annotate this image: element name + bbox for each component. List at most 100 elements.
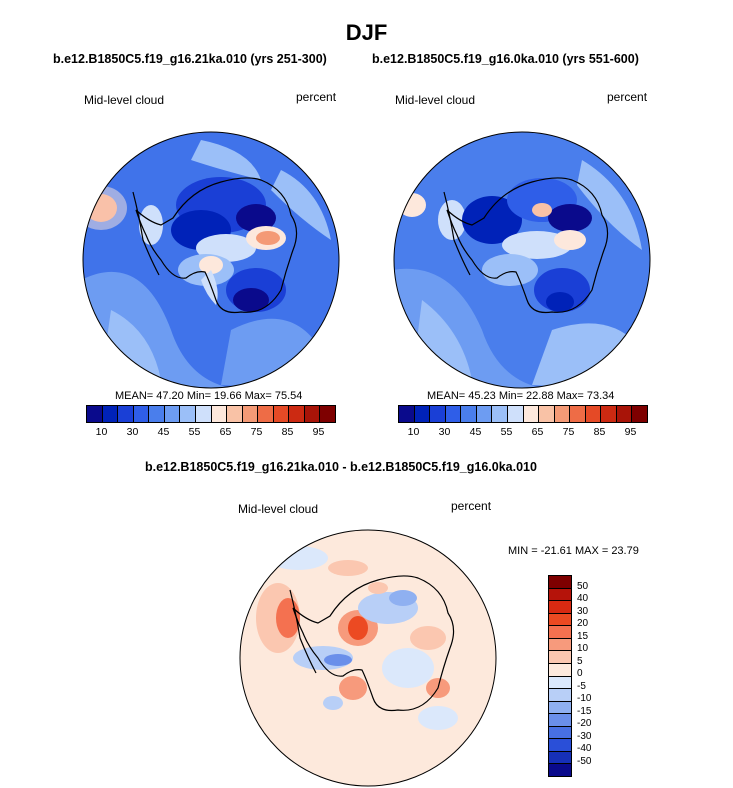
colorbar-swatch [303, 406, 320, 422]
colorbar-swatch [549, 662, 571, 676]
colorbar-swatch [399, 406, 414, 422]
colorbar-swatch [460, 406, 476, 422]
colorbar-swatch [163, 406, 180, 422]
colorbar-swatch [210, 406, 227, 422]
colorbar-swatch [569, 406, 585, 422]
colorbar-tick-label: 5 [577, 655, 583, 667]
right-case-title: b.e12.B1850C5.f19_g16.0ka.010 (yrs 551-6… [372, 52, 639, 66]
colorbar-tick-label: 20 [577, 618, 589, 629]
colorbar-swatch [226, 406, 242, 422]
diff-map [239, 529, 497, 787]
diff-variable-label: Mid-level cloud [238, 502, 319, 516]
left-units-label: percent [296, 90, 337, 104]
colorbar-swatch [549, 725, 571, 739]
colorbar-swatch [549, 612, 571, 626]
colorbar-swatch [429, 406, 445, 422]
left-colorbar-swatches [87, 406, 335, 422]
colorbar-tick-label: 30 [438, 426, 451, 438]
left-map [82, 131, 340, 389]
colorbar-tick-label: 10 [95, 426, 108, 438]
colorbar-swatch [117, 406, 133, 422]
colorbar-swatch [549, 700, 571, 714]
colorbar-swatch [444, 406, 461, 422]
colorbar-tick-label: -10 [577, 693, 592, 704]
colorbar-swatch [549, 763, 571, 776]
colorbar-swatch [549, 750, 571, 764]
colorbar-swatch [241, 406, 258, 422]
colorbar-tick-label: 10 [577, 643, 589, 654]
colorbar-swatch [522, 406, 539, 422]
colorbar-tick-label: 45 [469, 426, 482, 438]
colorbar-tick-label: 75 [250, 426, 263, 438]
diff-stats: MIN = -21.61 MAX = 23.79 [508, 545, 639, 557]
colorbar-swatch [615, 406, 632, 422]
colorbar-swatch [549, 637, 571, 651]
colorbar-tick-label: 95 [312, 426, 325, 438]
colorbar-swatch [549, 600, 571, 613]
colorbar-swatch [319, 406, 335, 422]
left-colorbar [86, 405, 336, 423]
colorbar-tick-label: 65 [531, 426, 544, 438]
figure-title: DJF [345, 20, 388, 45]
colorbar-tick-label: 55 [188, 426, 201, 438]
colorbar-swatch [549, 713, 571, 726]
colorbar-swatch [148, 406, 164, 422]
colorbar-tick-label: -50 [577, 755, 592, 767]
colorbar-swatch [549, 688, 571, 701]
colorbar-tick-label: 85 [593, 426, 606, 438]
right-units-label: percent [607, 90, 648, 104]
colorbar-swatch [475, 406, 492, 422]
colorbar-tick-label: 40 [577, 593, 589, 604]
colorbar-swatch [101, 406, 118, 422]
right-map [393, 131, 651, 389]
colorbar-tick-label: 15 [577, 630, 589, 642]
colorbar-tick-label: 95 [624, 426, 637, 438]
colorbar-tick-label: 30 [577, 605, 589, 617]
colorbar-tick-label: 55 [500, 426, 513, 438]
colorbar-swatch [538, 406, 554, 422]
colorbar-tick-label: 75 [562, 426, 575, 438]
colorbar-swatch [549, 650, 571, 663]
diff-case-title: b.e12.B1850C5.f19_g16.21ka.010 - b.e12.B… [145, 460, 537, 474]
colorbar-tick-label: 50 [577, 580, 589, 592]
right-stats: MEAN= 45.23 Min= 22.88 Max= 73.34 [427, 390, 615, 402]
colorbar-swatch [288, 406, 304, 422]
colorbar-tick-label: -20 [577, 718, 592, 729]
colorbar-swatch [272, 406, 289, 422]
right-colorbar-swatches [399, 406, 647, 422]
left-case-title: b.e12.B1850C5.f19_g16.21ka.010 (yrs 251-… [53, 52, 327, 66]
colorbar-swatch [413, 406, 430, 422]
colorbar-tick-label: 0 [577, 668, 583, 679]
colorbar-tick-label: -15 [577, 705, 592, 717]
colorbar-tick-label: 10 [407, 426, 420, 438]
colorbar-swatch [549, 625, 571, 638]
diff-colorbar [548, 575, 572, 777]
diff-units-label: percent [451, 499, 492, 513]
colorbar-swatch [631, 406, 647, 422]
colorbar-swatch [194, 406, 211, 422]
colorbar-swatch [549, 675, 571, 689]
diff-colorbar-labels: 50 40 30 20 15 10 5 0 -5 -10 -15 -20 -30 -40 -50 [575, 575, 615, 775]
colorbar-swatch [87, 406, 102, 422]
left-colorbar-labels: 10 30 45 55 65 75 85 95 [86, 426, 334, 440]
diff-colorbar-swatches [549, 576, 571, 776]
colorbar-tick-label: 65 [219, 426, 232, 438]
colorbar-tick-label: -40 [577, 743, 592, 754]
left-stats: MEAN= 47.20 Min= 19.66 Max= 75.54 [115, 390, 303, 402]
colorbar-swatch [553, 406, 570, 422]
colorbar-swatch [549, 738, 571, 751]
colorbar-swatch [179, 406, 195, 422]
colorbar-swatch [584, 406, 601, 422]
colorbar-swatch [600, 406, 616, 422]
colorbar-swatch [549, 576, 571, 588]
colorbar-swatch [491, 406, 507, 422]
colorbar-tick-label: -30 [577, 730, 592, 742]
right-colorbar [398, 405, 648, 423]
colorbar-swatch [132, 406, 149, 422]
colorbar-tick-label: -5 [577, 680, 586, 692]
colorbar-swatch [549, 587, 571, 601]
colorbar-tick-label: 85 [281, 426, 294, 438]
colorbar-swatch [506, 406, 523, 422]
left-variable-label: Mid-level cloud [84, 93, 165, 107]
colorbar-tick-label: 30 [126, 426, 139, 438]
